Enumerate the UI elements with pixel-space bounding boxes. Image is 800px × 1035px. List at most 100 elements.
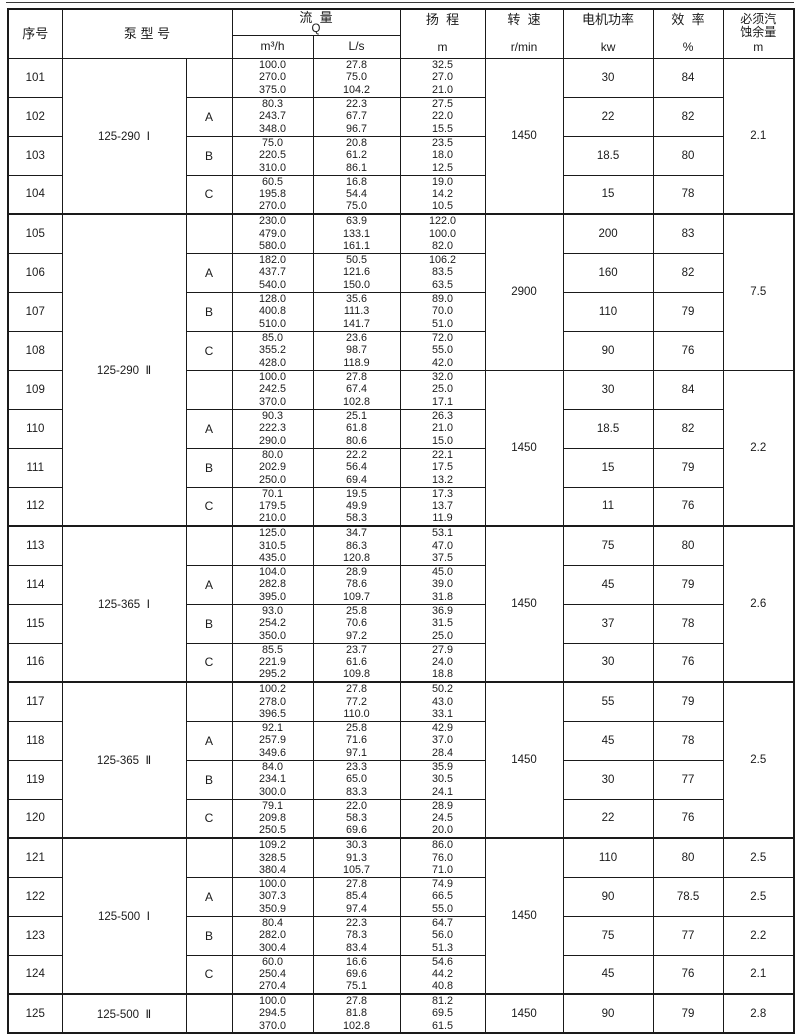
flow-m3h-cell: 128.0 400.8 510.0 bbox=[231, 291, 314, 332]
npsh-title-line1: 必须汽 bbox=[740, 12, 777, 27]
table-row: 115 B 93.0 254.2 350.0 25.8 70.6 97.2 36.9 3… bbox=[7, 603, 794, 644]
speed-unit: r/min bbox=[510, 40, 538, 55]
variant-cell: C bbox=[185, 174, 233, 215]
flow-m3h-cell: 60.5 195.8 270.0 bbox=[231, 174, 314, 215]
power-cell: 30 bbox=[562, 369, 654, 410]
variant-cell: A bbox=[185, 720, 233, 761]
serial-cell: 106 bbox=[7, 252, 63, 293]
head-cell: 106.2 83.5 63.5 bbox=[399, 252, 486, 293]
efficiency-cell: 82 bbox=[652, 408, 724, 449]
power-cell: 90 bbox=[562, 330, 654, 371]
flow-m3h-cell: 100.0 307.3 350.9 bbox=[231, 876, 314, 917]
efficiency-cell: 78 bbox=[652, 720, 724, 761]
head-cell: 72.0 55.0 42.0 bbox=[399, 330, 486, 371]
head-cell: 86.0 76.0 71.0 bbox=[399, 837, 486, 878]
efficiency-cell: 80 bbox=[652, 837, 724, 878]
table-row: 101 125-290 Ⅰ 100.0 270.0 375.0 27.8 75.0 1… bbox=[7, 57, 795, 215]
npsh-cell: 2.5 bbox=[722, 681, 795, 839]
efficiency-cell: 83 bbox=[652, 213, 724, 254]
head-title: 扬 程 bbox=[425, 12, 460, 28]
head-cell: 22.1 17.5 13.2 bbox=[399, 447, 486, 488]
head-cell: 89.0 70.0 51.0 bbox=[399, 291, 486, 332]
table-row: 111 B 80.0 202.9 250.0 22.2 56.4 69.4 22.1 1… bbox=[7, 447, 794, 488]
speed-cell: 1450 bbox=[484, 57, 564, 215]
flow-m3h-cell: 80.0 202.9 250.0 bbox=[231, 447, 314, 488]
power-cell: 75 bbox=[562, 915, 654, 956]
table-row: 119 B 84.0 234.1 300.0 23.3 65.0 83.3 35.9 3… bbox=[7, 759, 794, 800]
serial-cell: 121 bbox=[7, 837, 63, 878]
table-row: 116 C 85.5 221.9 295.2 23.7 61.6 109.8 27.9 … bbox=[7, 642, 794, 683]
table-row: 121 125-500 Ⅰ 109.2 328.5 380.4 30.3 91.3 1… bbox=[7, 837, 795, 995]
npsh-title-line2: 蚀余量 bbox=[740, 25, 777, 40]
power-cell: 160 bbox=[562, 252, 654, 293]
variant-cell bbox=[185, 525, 233, 566]
head-cell: 36.9 31.5 25.0 bbox=[399, 603, 486, 644]
power-unit: kw bbox=[600, 40, 616, 55]
head-cell: 32.5 27.0 21.0 bbox=[399, 57, 486, 98]
serial-title: 序号 bbox=[22, 25, 49, 41]
npsh-cell: 2.2 bbox=[722, 369, 795, 527]
table-row: 102 A 80.3 243.7 348.0 22.3 67.7 96.7 27.5 2… bbox=[7, 96, 794, 137]
header-head: 扬 程 m bbox=[399, 8, 486, 59]
serial-cell: 105 bbox=[7, 213, 63, 254]
power-cell: 45 bbox=[562, 720, 654, 761]
flow-ls-cell: 27.8 81.8 102.8 bbox=[312, 992, 401, 1034]
speed-cell: 1450 bbox=[484, 992, 564, 1034]
flow-ls-cell: 22.2 56.4 69.4 bbox=[312, 447, 401, 488]
npsh-cell: 2.5 bbox=[722, 876, 795, 917]
power-cell: 15 bbox=[562, 174, 654, 215]
power-cell: 18.5 bbox=[562, 135, 654, 176]
efficiency-cell: 76 bbox=[652, 642, 724, 683]
flow-m3h-cell: 100.2 278.0 396.5 bbox=[231, 681, 314, 722]
head-cell: 81.2 69.5 61.5 bbox=[399, 992, 486, 1034]
head-cell: 27.5 22.0 15.5 bbox=[399, 96, 486, 137]
flow-m3h-cell: 100.0 294.5 370.0 bbox=[231, 992, 314, 1034]
table-row: 120 C 79.1 209.8 250.5 22.0 58.3 69.6 28.9 2… bbox=[7, 798, 794, 839]
head-cell: 64.7 56.0 51.3 bbox=[399, 915, 486, 956]
serial-cell: 116 bbox=[7, 642, 63, 683]
variant-cell bbox=[185, 992, 233, 1034]
speed-title: 转 速 bbox=[507, 12, 541, 28]
flow-ls-cell: 22.3 78.3 83.4 bbox=[312, 915, 401, 956]
serial-cell: 119 bbox=[7, 759, 63, 800]
flow-m3h-cell: 104.0 282.8 395.0 bbox=[231, 564, 314, 605]
table-row: 108 C 85.0 355.2 428.0 23.6 98.7 118.9 72.0 … bbox=[7, 330, 794, 371]
header-npsh: 必须汽 蚀余量 m bbox=[722, 8, 795, 59]
flow-m3h-cell: 100.0 270.0 375.0 bbox=[231, 57, 314, 98]
efficiency-cell: 82 bbox=[652, 252, 724, 293]
serial-cell: 110 bbox=[7, 408, 63, 449]
flow-ls-cell: 25.8 71.6 97.1 bbox=[312, 720, 401, 761]
efficiency-cell: 78.5 bbox=[652, 876, 724, 917]
npsh-cell: 2.1 bbox=[722, 954, 795, 995]
serial-cell: 102 bbox=[7, 96, 63, 137]
power-cell: 55 bbox=[562, 681, 654, 722]
head-cell: 23.5 18.0 12.5 bbox=[399, 135, 486, 176]
serial-cell: 103 bbox=[7, 135, 63, 176]
head-cell: 17.3 13.7 11.9 bbox=[399, 486, 486, 527]
serial-cell: 114 bbox=[7, 564, 63, 605]
serial-cell: 120 bbox=[7, 798, 63, 839]
variant-cell: B bbox=[185, 447, 233, 488]
model-cell: 125-365 Ⅰ bbox=[61, 525, 187, 683]
flow-ls-cell: 23.7 61.6 109.8 bbox=[312, 642, 401, 683]
table-row: 105 125-290 Ⅱ 230.0 479.0 580.0 63.9 133.1 … bbox=[7, 213, 795, 527]
serial-cell: 112 bbox=[7, 486, 63, 527]
flow-ls-cell: 34.7 86.3 120.8 bbox=[312, 525, 401, 566]
power-cell: 18.5 bbox=[562, 408, 654, 449]
flow-m3h-cell: 85.5 221.9 295.2 bbox=[231, 642, 314, 683]
table-row: 124 C 60.0 250.4 270.4 16.6 69.6 75.1 54.6 4… bbox=[7, 954, 795, 995]
table-row: 114 A 104.0 282.8 395.0 28.9 78.6 109.7 45.0… bbox=[7, 564, 794, 605]
variant-cell: C bbox=[185, 798, 233, 839]
flow-m3h-cell: 92.1 257.9 349.6 bbox=[231, 720, 314, 761]
power-cell: 45 bbox=[562, 564, 654, 605]
flow-m3h-cell: 70.1 179.5 210.0 bbox=[231, 486, 314, 527]
head-cell: 122.0 100.0 82.0 bbox=[399, 213, 486, 254]
flow-ls-cell: 27.8 85.4 97.4 bbox=[312, 876, 401, 917]
power-cell: 200 bbox=[562, 213, 654, 254]
flow-ls-cell: 28.9 78.6 109.7 bbox=[312, 564, 401, 605]
power-cell: 110 bbox=[562, 291, 654, 332]
header-flow-unit-m3h: m³/h bbox=[231, 34, 314, 59]
power-title: 电机功率 bbox=[582, 12, 635, 28]
flow-ls-cell: 16.8 54.4 75.0 bbox=[312, 174, 401, 215]
efficiency-cell: 79 bbox=[652, 564, 724, 605]
